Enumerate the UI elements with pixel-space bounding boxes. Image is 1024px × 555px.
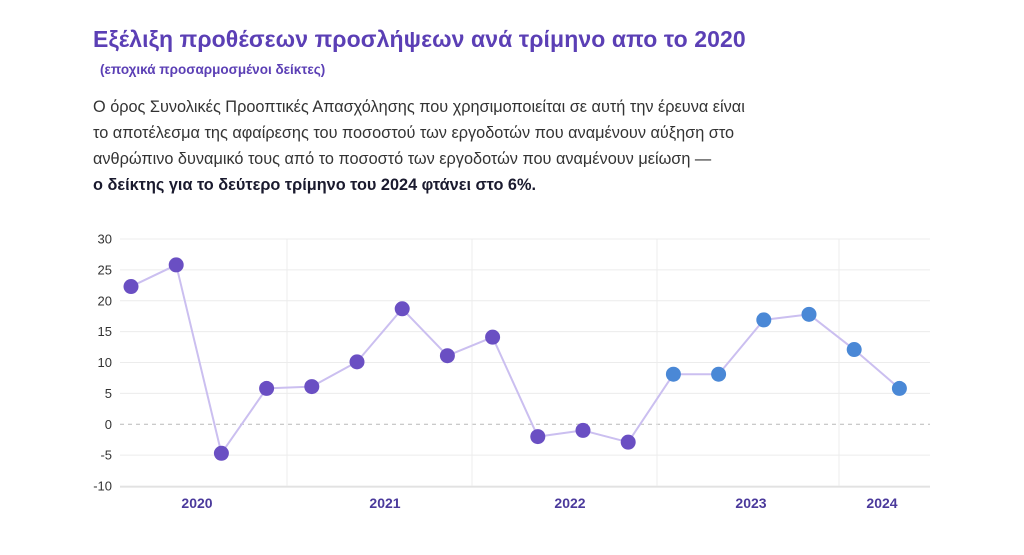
y-tick-label: 25 bbox=[98, 262, 112, 277]
data-point bbox=[575, 422, 591, 438]
series-line-path bbox=[130, 263, 901, 455]
y-tick-label: 20 bbox=[98, 293, 112, 308]
y-tick-label: 15 bbox=[98, 324, 112, 339]
y-tick-label: 0 bbox=[105, 417, 112, 432]
data-point bbox=[439, 348, 455, 364]
data-point bbox=[711, 366, 727, 382]
y-tick-label: -5 bbox=[100, 448, 112, 463]
description-line-2: το αποτέλεσμα της αφαίρεσης του ποσοστού… bbox=[93, 124, 735, 142]
x-year-label: 2020 bbox=[181, 495, 212, 511]
y-axis: 30 25 20 15 10 5 0 -5 -10 bbox=[93, 232, 112, 494]
data-point bbox=[394, 301, 410, 317]
grid bbox=[120, 238, 930, 487]
data-point bbox=[123, 279, 139, 295]
data-point bbox=[349, 354, 365, 370]
description-highlight: ο δείκτης για το δεύτερο τρίμηνο του 202… bbox=[93, 176, 536, 194]
series-points bbox=[123, 257, 907, 461]
data-point bbox=[891, 380, 907, 396]
series-line bbox=[130, 263, 901, 455]
x-year-label: 2021 bbox=[369, 495, 400, 511]
data-point bbox=[530, 429, 546, 445]
y-tick-label: 10 bbox=[98, 355, 112, 370]
x-year-label: 2023 bbox=[735, 495, 766, 511]
y-tick-label: 30 bbox=[98, 232, 112, 247]
chart-subtitle: (εποχικά προσαρμοσμένοι δείκτες) bbox=[100, 62, 326, 77]
data-point bbox=[485, 329, 501, 345]
data-point bbox=[213, 445, 229, 461]
chart-title: Εξέλιξη προθέσεων προσλήψεων ανά τρίμηνο… bbox=[93, 26, 746, 52]
data-point bbox=[756, 312, 772, 328]
x-year-label: 2022 bbox=[554, 495, 585, 511]
data-point bbox=[846, 342, 862, 358]
description-line-3: ανθρώπινο δυναμικό τους από το ποσοστό τ… bbox=[93, 150, 712, 168]
description: Ο όρος Συνολικές Προοπτικές Απασχόλησης … bbox=[93, 94, 913, 198]
data-point bbox=[620, 434, 636, 450]
description-line-1: Ο όρος Συνολικές Προοπτικές Απασχόλησης … bbox=[93, 98, 745, 116]
x-year-label: 2024 bbox=[866, 495, 897, 511]
data-point bbox=[801, 306, 817, 322]
x-axis: 2020 2021 2022 2023 2024 bbox=[120, 486, 930, 511]
y-tick-label: -10 bbox=[93, 479, 112, 494]
data-point bbox=[259, 380, 275, 396]
y-tick-label: 5 bbox=[105, 386, 112, 401]
data-point bbox=[665, 366, 681, 382]
data-point bbox=[304, 379, 320, 395]
data-point bbox=[168, 257, 184, 273]
